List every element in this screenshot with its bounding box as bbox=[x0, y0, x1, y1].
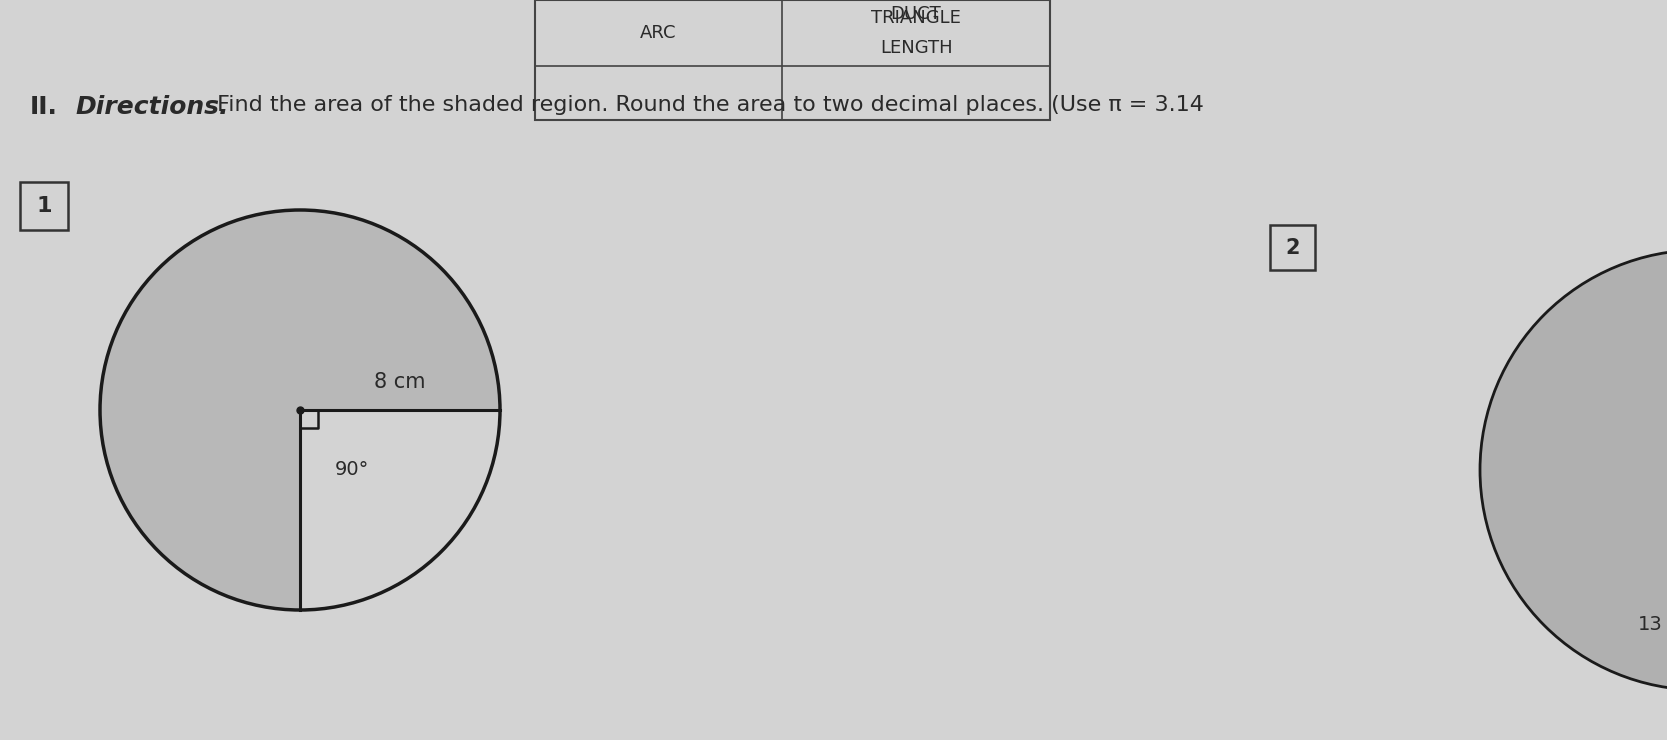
Wedge shape bbox=[100, 210, 500, 610]
Text: 8 cm: 8 cm bbox=[375, 372, 425, 392]
Bar bbox=[20, 182, 68, 230]
Text: 1: 1 bbox=[37, 196, 52, 216]
Text: LENGTH: LENGTH bbox=[880, 38, 952, 56]
Text: TRIANGLE: TRIANGLE bbox=[872, 10, 962, 27]
Text: II.: II. bbox=[30, 95, 58, 119]
Text: 90°: 90° bbox=[335, 460, 370, 479]
Text: 13: 13 bbox=[1639, 616, 1662, 634]
Text: 2: 2 bbox=[1285, 238, 1300, 258]
Text: Find the area of the shaded region. Round the area to two decimal places. (Use π: Find the area of the shaded region. Roun… bbox=[210, 95, 1204, 115]
Wedge shape bbox=[1480, 250, 1667, 690]
Text: Directions.: Directions. bbox=[75, 95, 228, 119]
Text: ARC: ARC bbox=[640, 24, 677, 42]
Bar bbox=[1270, 225, 1315, 270]
Text: DUCT: DUCT bbox=[890, 5, 942, 23]
Bar bbox=[535, 0, 1050, 120]
